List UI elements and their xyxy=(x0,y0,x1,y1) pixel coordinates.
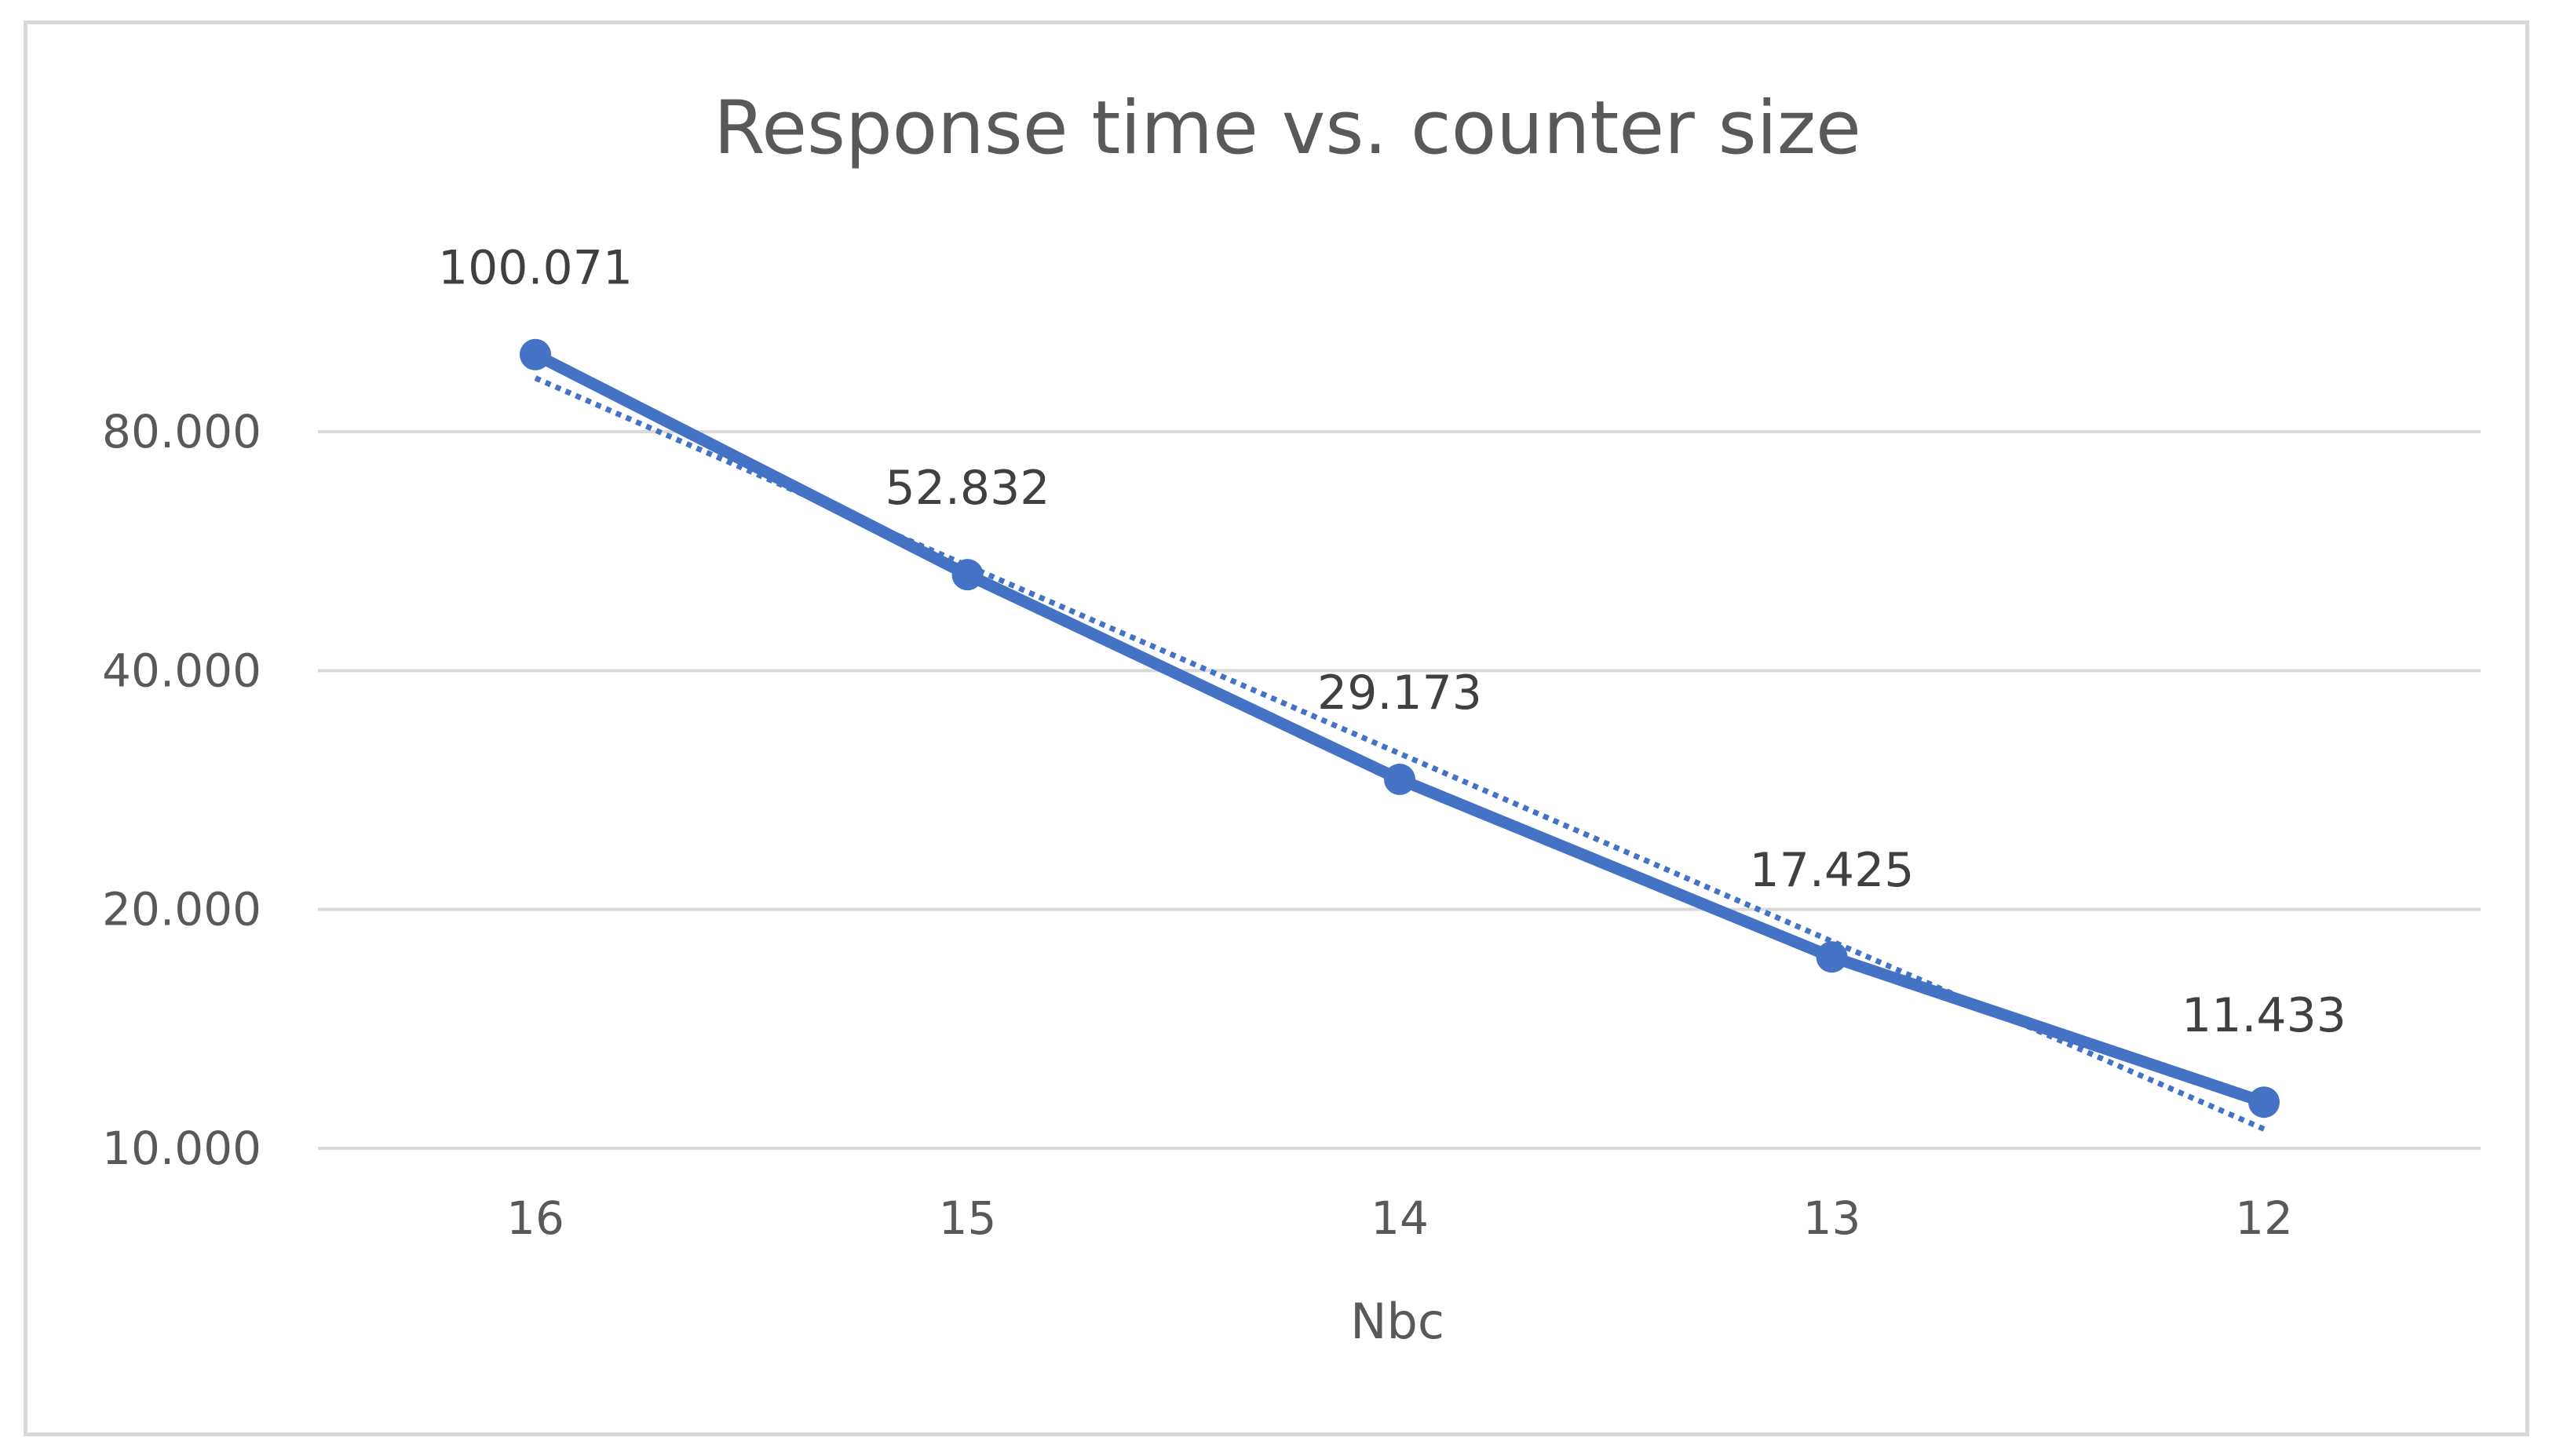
label-layer: 100.071 52.832 29.173 17.425 11.433 xyxy=(438,241,2346,1043)
x-tick-label: 13 xyxy=(1803,1191,1861,1245)
data-point xyxy=(1384,763,1415,795)
marker-layer xyxy=(520,338,2280,1118)
x-tick-layer: 16 15 14 13 12 xyxy=(506,1191,2293,1245)
x-tick-label: 16 xyxy=(506,1191,564,1245)
y-tick-label: 10.000 xyxy=(102,1122,261,1175)
data-label: 52.832 xyxy=(885,461,1050,516)
series-line xyxy=(529,348,2270,1108)
series-layer xyxy=(529,348,2270,1108)
data-label: 17.425 xyxy=(1750,843,1915,898)
y-tick-layer: 10.000 20.000 40.000 80.000 xyxy=(102,405,261,1175)
data-point xyxy=(951,559,984,591)
grid-layer xyxy=(318,430,2481,1150)
x-axis-label: Nbc xyxy=(1350,1293,1444,1350)
chart-frame xyxy=(24,20,2529,1436)
data-label: 29.173 xyxy=(1317,666,1482,721)
x-tick-label: 12 xyxy=(2235,1191,2293,1245)
data-point xyxy=(1816,941,1848,973)
data-label: 100.071 xyxy=(438,241,633,296)
y-tick-label: 80.000 xyxy=(102,405,261,458)
data-point xyxy=(2248,1086,2280,1118)
data-label: 11.433 xyxy=(2182,988,2346,1043)
y-tick-label: 40.000 xyxy=(102,644,261,697)
x-tick-label: 14 xyxy=(1371,1191,1429,1245)
x-tick-label: 15 xyxy=(939,1191,997,1245)
y-tick-label: 20.000 xyxy=(102,883,261,936)
chart-title: Response time vs. counter size xyxy=(714,86,1861,171)
data-point xyxy=(520,338,551,370)
